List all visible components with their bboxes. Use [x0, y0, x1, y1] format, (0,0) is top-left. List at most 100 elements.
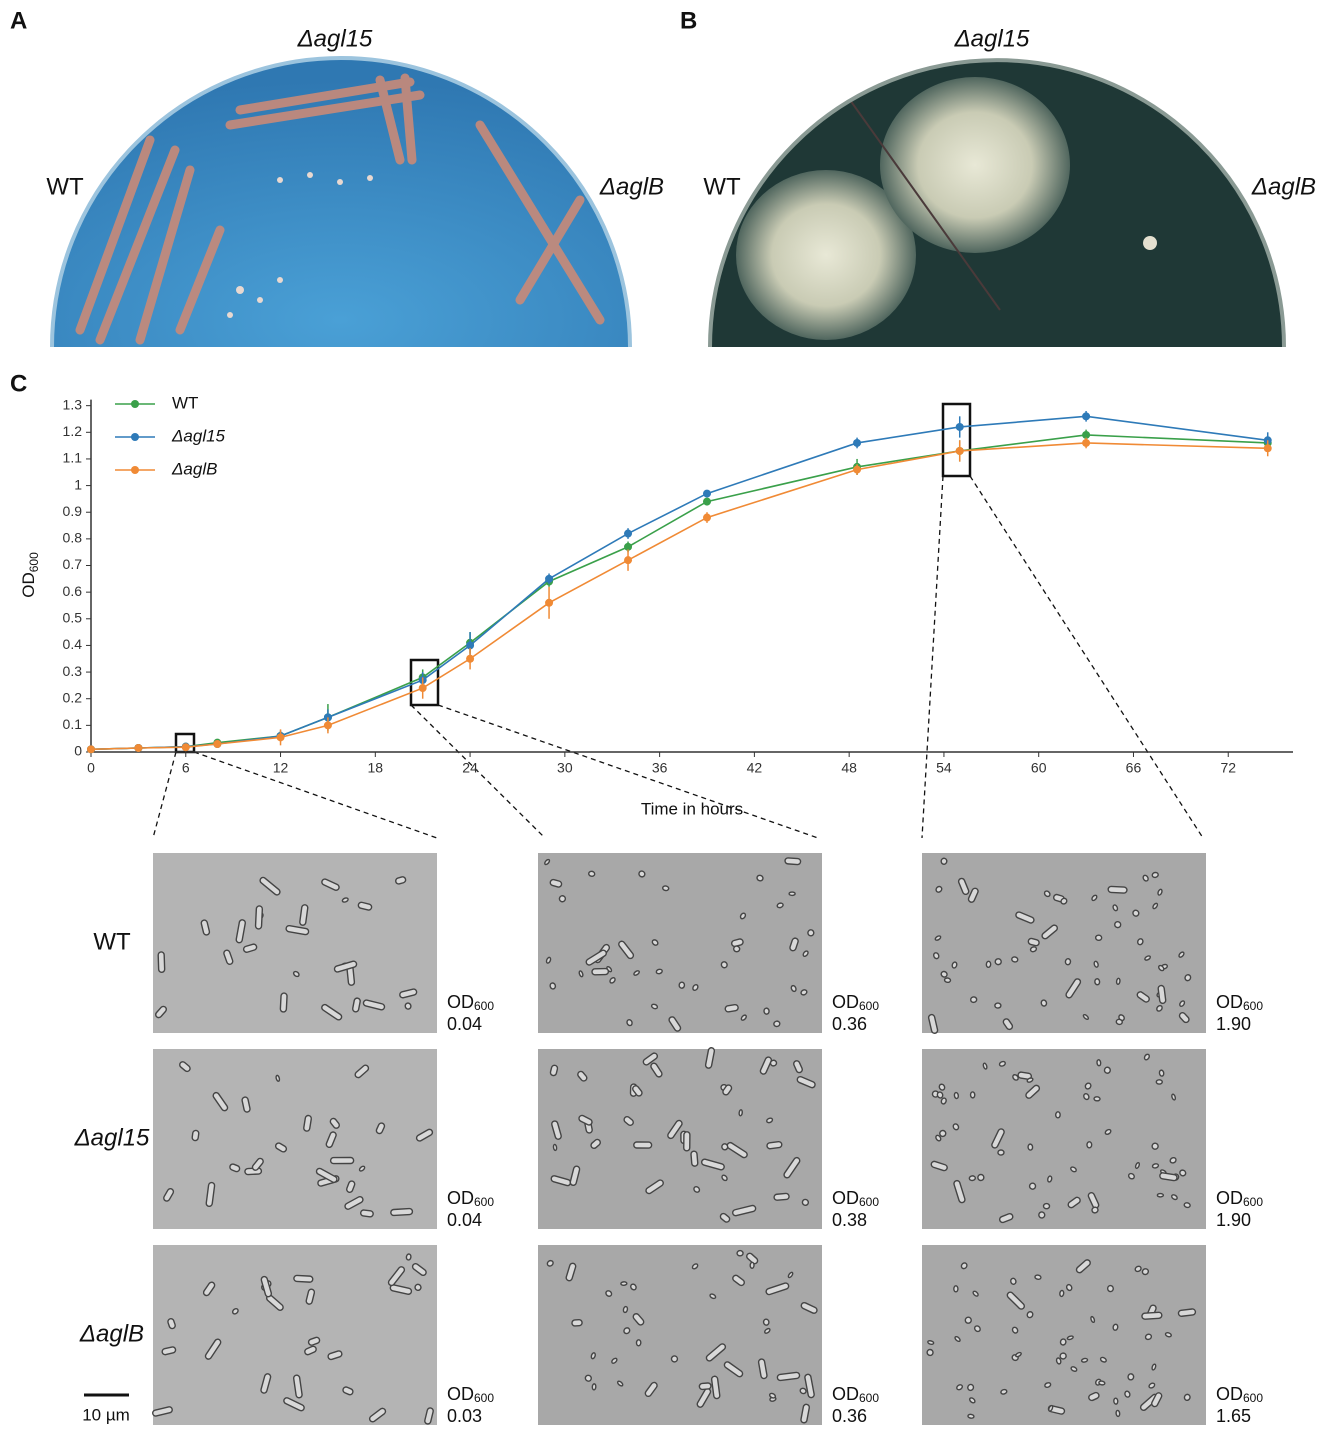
- cell: [588, 871, 595, 877]
- plate-label: WT: [703, 173, 741, 200]
- cell: [1091, 1207, 1098, 1214]
- y-axis-title: OD600: [19, 552, 41, 598]
- cell: [684, 1132, 690, 1151]
- od-value: 1.90: [1216, 1210, 1251, 1230]
- od-label-main: OD: [832, 992, 859, 1012]
- cell: [572, 1320, 582, 1327]
- cell: [1157, 1194, 1163, 1197]
- od-label-main: OD: [1216, 992, 1243, 1012]
- cell: [1044, 1204, 1050, 1209]
- micrograph-bg: [153, 1245, 437, 1425]
- od-label-sub: 600: [474, 1195, 494, 1209]
- cell: [773, 1020, 780, 1027]
- x-tick-label: 72: [1220, 760, 1236, 776]
- cell: [789, 892, 795, 895]
- data-point: [853, 439, 861, 447]
- cell: [944, 978, 951, 983]
- row-label: ΔaglB: [79, 1320, 144, 1347]
- od-label-sub: 600: [859, 1195, 879, 1209]
- cell: [634, 1142, 652, 1148]
- figure: A Δagl15 WT ΔaglB B Δagl15 WT ΔaglB C 10…: [0, 0, 1324, 1426]
- row-label: Δagl15: [74, 1124, 150, 1151]
- cell: [970, 1092, 975, 1098]
- data-point: [956, 423, 964, 431]
- cell: [1108, 886, 1127, 893]
- plate-label: ΔaglB: [1251, 173, 1316, 200]
- panel-label: A: [10, 7, 27, 34]
- od-label: OD600: [832, 992, 879, 1013]
- cell: [1116, 1019, 1123, 1025]
- y-tick-label: 0.1: [63, 716, 83, 732]
- cell: [998, 1150, 1004, 1155]
- cell: [1116, 1410, 1120, 1416]
- od-value: 0.04: [447, 1210, 482, 1230]
- data-point: [545, 599, 553, 607]
- data-point: [466, 655, 474, 663]
- od-label-sub: 600: [1243, 1391, 1263, 1405]
- x-tick-label: 54: [936, 760, 952, 776]
- cell: [954, 1092, 959, 1099]
- plate-photo-a: [40, 50, 640, 350]
- cell: [774, 1193, 789, 1200]
- y-tick-label: 0.4: [63, 636, 83, 652]
- cell: [986, 961, 991, 967]
- plate-label: Δagl15: [297, 25, 373, 52]
- cell: [1081, 1358, 1088, 1363]
- cell: [1059, 1290, 1064, 1296]
- cell: [739, 1110, 743, 1116]
- od-label-main: OD: [447, 1384, 474, 1404]
- od-label-sub: 600: [1243, 1195, 1263, 1209]
- cell: [763, 1319, 769, 1326]
- series-line: [91, 435, 1268, 749]
- od-value: 0.36: [832, 1406, 867, 1426]
- cell: [1107, 1285, 1113, 1292]
- data-point: [87, 745, 95, 753]
- scale-bar-label: 10 µm: [82, 1405, 130, 1424]
- data-point: [624, 530, 632, 538]
- micrograph: [538, 1245, 822, 1425]
- data-point: [853, 466, 861, 474]
- y-tick-label: 0: [74, 743, 82, 759]
- cell: [280, 993, 287, 1012]
- cell: [1156, 1080, 1162, 1084]
- od-label: OD600: [1216, 1188, 1263, 1209]
- cell: [1087, 1142, 1092, 1148]
- od-value: 0.38: [832, 1210, 867, 1230]
- od-value: 0.04: [447, 1014, 482, 1034]
- cell: [404, 1002, 411, 1009]
- cell: [750, 1262, 754, 1268]
- data-point: [324, 721, 332, 729]
- cell: [662, 885, 669, 891]
- micrograph-bg: [538, 1245, 822, 1425]
- y-tick-label: 1.1: [63, 450, 83, 466]
- cell: [969, 1176, 976, 1181]
- od-value: 0.36: [832, 1014, 867, 1034]
- micrograph: [922, 1049, 1206, 1229]
- od-value: 1.90: [1216, 1014, 1251, 1034]
- od-label-main: OD: [1216, 1188, 1243, 1208]
- series-line: [91, 443, 1268, 749]
- cell: [764, 1008, 770, 1015]
- cell: [1096, 935, 1102, 940]
- cell: [1011, 956, 1018, 962]
- cell: [158, 952, 165, 973]
- cell: [939, 1130, 946, 1137]
- x-tick-label: 12: [273, 760, 289, 776]
- x-tick-label: 6: [182, 760, 190, 776]
- od-label-sub: 600: [1243, 999, 1263, 1013]
- x-tick-label: 48: [841, 760, 857, 776]
- y-tick-label: 0.9: [63, 503, 83, 519]
- cell: [1060, 1339, 1066, 1346]
- cell: [1041, 999, 1048, 1006]
- cell: [621, 1282, 627, 1286]
- data-point: [703, 498, 711, 506]
- cell: [941, 858, 947, 865]
- legend-marker: [131, 433, 139, 441]
- legend-label: WT: [172, 393, 198, 412]
- cell: [294, 1275, 313, 1282]
- data-point: [419, 684, 427, 692]
- od-value: 0.03: [447, 1406, 482, 1426]
- cell: [360, 1210, 373, 1217]
- cell: [1010, 1278, 1017, 1285]
- micrograph: [153, 853, 437, 1033]
